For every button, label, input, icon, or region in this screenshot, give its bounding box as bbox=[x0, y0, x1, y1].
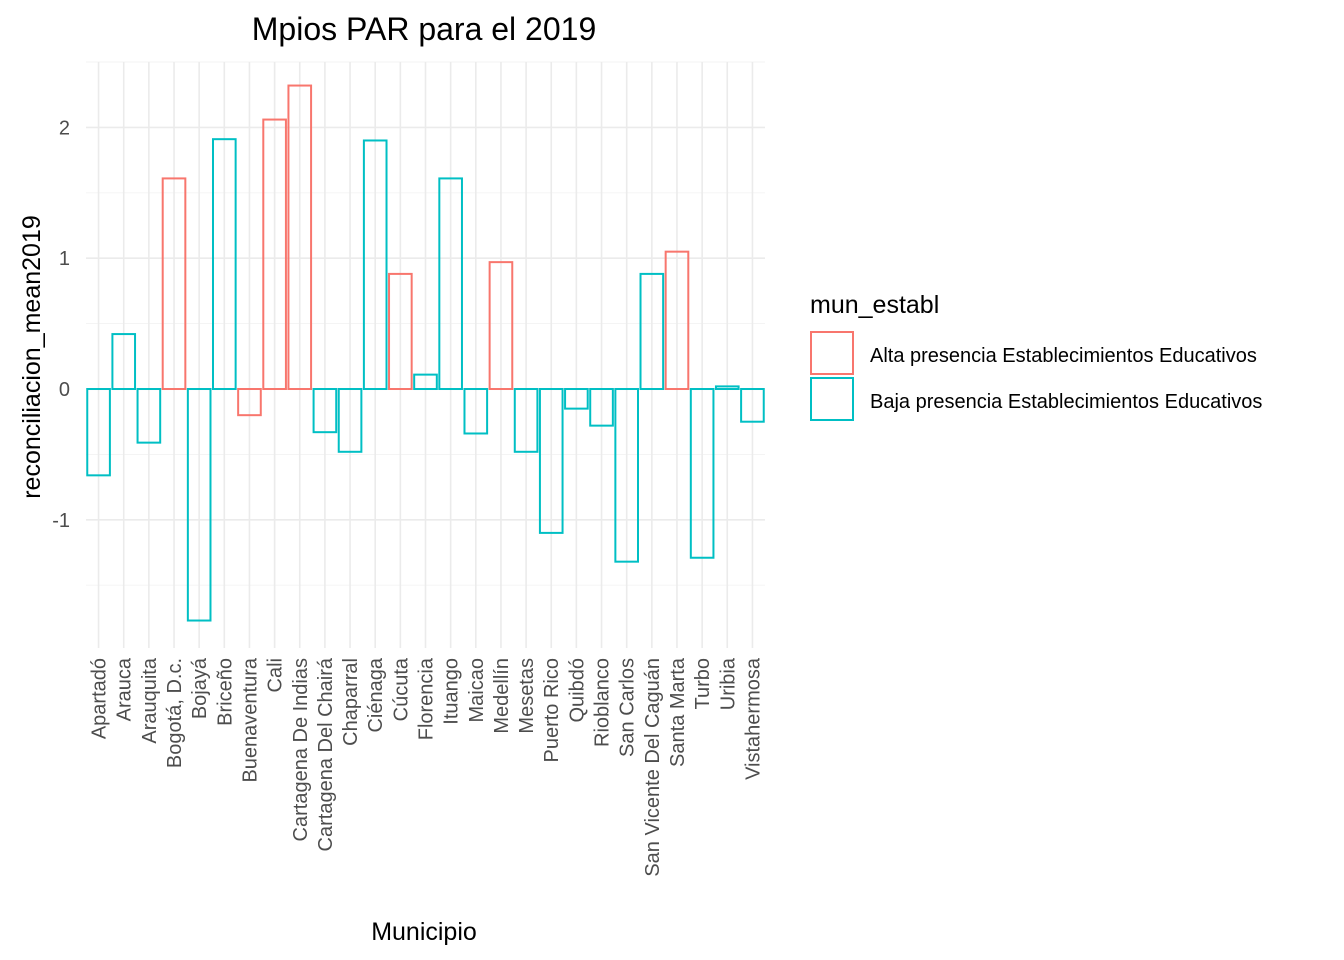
x-axis-title: Municipio bbox=[371, 918, 477, 946]
bar bbox=[337, 388, 363, 453]
x-tick-label: Ciénaga bbox=[365, 657, 387, 732]
x-tick-label: Briceño bbox=[214, 658, 236, 726]
chart-title: Mpios PAR para el 2019 bbox=[252, 11, 596, 47]
x-tick-label: Turbo bbox=[692, 658, 714, 710]
x-tick-label: Maicao bbox=[466, 658, 488, 722]
bar bbox=[111, 333, 137, 391]
x-tick-label: Ituango bbox=[441, 658, 463, 725]
x-tick-label: Apartadó bbox=[89, 658, 111, 739]
x-axis-ticks: Apartadó Arauca Arauquita Bogotá, D.c. Bojay… bbox=[89, 657, 765, 877]
x-tick-label: Florencia bbox=[416, 657, 438, 740]
bar bbox=[714, 385, 740, 391]
x-tick-label: Cali bbox=[265, 658, 287, 692]
bar bbox=[186, 388, 212, 622]
legend-key-alta bbox=[810, 331, 854, 375]
bar bbox=[589, 388, 614, 427]
bar bbox=[740, 388, 765, 423]
bar bbox=[388, 272, 413, 391]
x-tick-label: Quibdó bbox=[566, 658, 588, 723]
bar bbox=[312, 388, 338, 434]
bar bbox=[513, 388, 539, 453]
x-tick-label: Medellín bbox=[491, 658, 513, 734]
bar bbox=[287, 84, 313, 391]
y-tick-label: 0 bbox=[59, 379, 70, 401]
x-tick-label: Arauca bbox=[114, 657, 136, 721]
y-axis-ticks: -1 0 1 2 bbox=[52, 117, 70, 531]
x-tick-label: Santa Marta bbox=[667, 657, 689, 767]
legend-key-baja bbox=[810, 377, 854, 421]
x-tick-label: Cartagena De Indias bbox=[290, 658, 312, 841]
x-tick-label: Arauquita bbox=[139, 657, 161, 743]
bar-marks bbox=[86, 84, 765, 622]
x-tick-label: Puerto Rico bbox=[541, 658, 563, 763]
bar bbox=[463, 388, 489, 435]
legend-label-baja: Baja presencia Establecimientos Educativ… bbox=[870, 391, 1262, 413]
y-tick-label: 1 bbox=[59, 248, 70, 270]
x-tick-label: Mesetas bbox=[516, 658, 538, 734]
x-tick-label: Bojayá bbox=[189, 657, 211, 719]
bar bbox=[136, 388, 162, 444]
bar bbox=[639, 272, 665, 391]
x-tick-label: Rioblanco bbox=[592, 658, 614, 747]
x-tick-label: San Carlos bbox=[617, 658, 639, 757]
bar bbox=[237, 388, 262, 417]
bar bbox=[614, 388, 640, 563]
x-tick-label: Buenaventura bbox=[239, 657, 261, 782]
grid-lines bbox=[86, 61, 765, 648]
legend-title: mun_establ bbox=[810, 291, 939, 319]
x-tick-label: Bogotá, D.c. bbox=[164, 658, 186, 768]
bar bbox=[564, 388, 589, 410]
legend: mun_establ Alta presencia Establecimient… bbox=[810, 291, 1262, 421]
x-tick-label: San Vicente Del Caguán bbox=[642, 658, 664, 877]
bar bbox=[362, 139, 388, 391]
bar bbox=[161, 177, 187, 391]
bar bbox=[664, 250, 690, 391]
x-tick-label: Cartagena Del Chairá bbox=[315, 657, 337, 851]
bar bbox=[211, 138, 237, 391]
bar bbox=[262, 118, 287, 391]
bar bbox=[86, 388, 111, 477]
bar bbox=[689, 388, 715, 559]
legend-label-alta: Alta presencia Establecimientos Educativ… bbox=[870, 345, 1257, 367]
bar bbox=[488, 261, 514, 391]
x-tick-label: Vistahermosa bbox=[742, 657, 764, 780]
y-tick-label: 2 bbox=[59, 117, 70, 139]
bar bbox=[438, 177, 463, 391]
x-tick-label: Uribia bbox=[717, 657, 739, 710]
x-tick-label: Cúcuta bbox=[390, 657, 412, 721]
x-tick-label: Chaparral bbox=[340, 658, 362, 746]
bar bbox=[538, 388, 564, 534]
y-axis-title: reconciliacion_mean2019 bbox=[18, 215, 46, 499]
bar bbox=[413, 373, 438, 391]
y-tick-label: -1 bbox=[52, 510, 70, 532]
